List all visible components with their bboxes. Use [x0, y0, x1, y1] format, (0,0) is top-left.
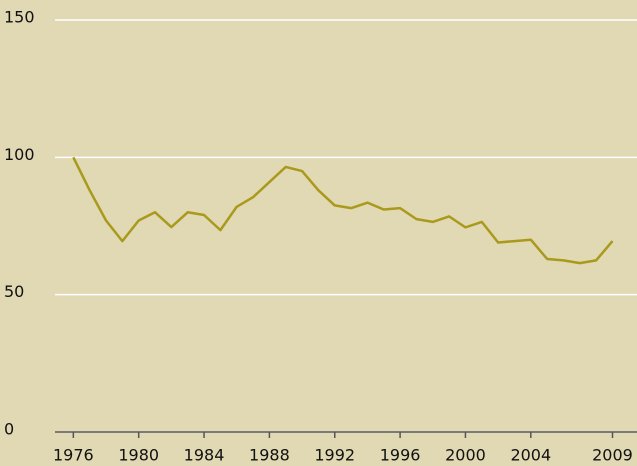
x-tick-label: 1996	[380, 446, 421, 465]
x-tick-label: 2000	[445, 446, 486, 465]
x-tick-label: 1988	[249, 446, 290, 465]
x-tick-label: 1992	[314, 446, 355, 465]
y-tick-label: 50	[4, 282, 24, 301]
x-tick-label: 1980	[118, 446, 159, 465]
x-tick-label: 2004	[510, 446, 551, 465]
y-tick-label: 150	[4, 8, 35, 27]
x-tick-label: 1984	[184, 446, 225, 465]
y-tick-label: 0	[4, 420, 14, 439]
line	[72, 156, 614, 265]
x-tick-label: 2009	[592, 446, 633, 465]
x-tick-label: 1976	[53, 446, 94, 465]
y-tick-label: 100	[4, 145, 35, 164]
